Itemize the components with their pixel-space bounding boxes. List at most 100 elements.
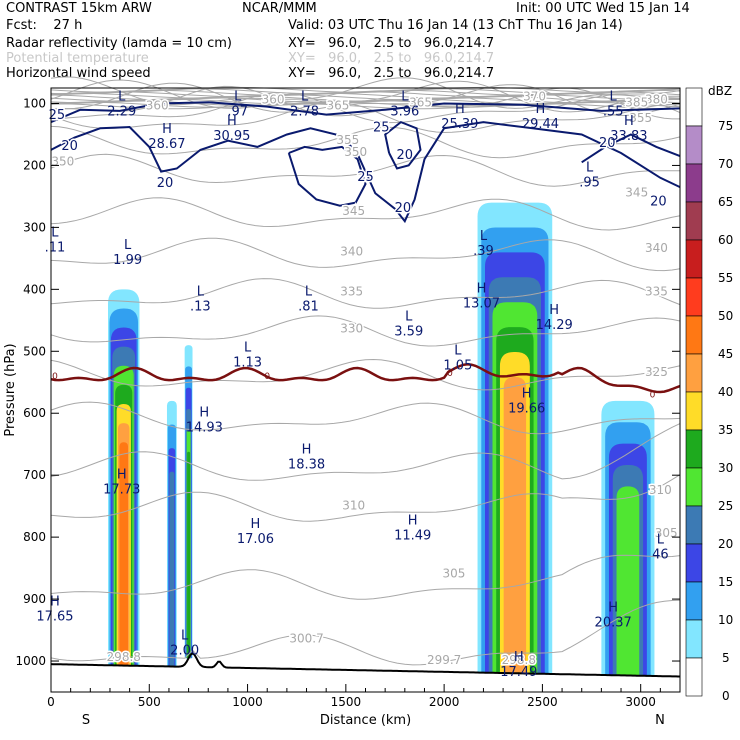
colorbar-swatch-14 <box>685 619 703 659</box>
colorbar-level-8: 35 <box>718 423 733 437</box>
theta-label-25: 298.8 <box>502 653 536 667</box>
extremum-value-12: 1.99 <box>113 253 142 268</box>
colorbar-swatch-6 <box>685 315 703 355</box>
extremum-value-27: 46 <box>652 547 669 562</box>
extremum-kind-9: H <box>227 114 237 129</box>
extremum-kind-18: H <box>549 303 559 318</box>
extremum-value-21: 19.66 <box>508 402 545 417</box>
extremum-kind-25: H <box>251 517 261 532</box>
theta-label-1: 360 <box>262 92 285 106</box>
extremum-value-31: 17.49 <box>500 665 537 680</box>
extremum-kind-26: H <box>408 514 418 529</box>
extremum-value-30: 2.00 <box>170 643 199 658</box>
theta-label-5: 380 <box>645 92 668 106</box>
theta-contour-11 <box>50 125 681 159</box>
extremum-value-16: 13.07 <box>463 296 500 311</box>
theta-label-18: 325 <box>645 365 668 379</box>
theta-label-16: 335 <box>645 285 668 299</box>
extremum-kind-27: L <box>657 532 665 547</box>
freezing-label-0: 0 <box>52 372 58 382</box>
wind-label-2: 20 <box>157 176 174 191</box>
theta-label-7: 355 <box>629 111 652 125</box>
extremum-kind-4: L <box>610 89 618 104</box>
colorbar-unit: dBZ <box>708 84 732 98</box>
extremum-kind-31: H <box>514 650 524 665</box>
theta-contour-0 <box>50 599 681 666</box>
extremum-kind-21: H <box>522 387 532 402</box>
y-tick-label-7: 800 <box>23 530 46 544</box>
title-center: NCAR/MMM <box>242 1 317 16</box>
extremum-kind-19: L <box>244 340 252 355</box>
colorbar-swatch-9 <box>685 429 703 469</box>
theta-label-4: 370 <box>523 89 546 103</box>
x-axis-label: Distance (km) <box>320 713 411 728</box>
freezing-layer <box>50 363 681 394</box>
colorbar-level-9: 30 <box>718 461 733 475</box>
extremum-kind-6: H <box>536 102 546 117</box>
y-axis-label: Pressure (hPa) <box>3 343 18 436</box>
colorbar-level-0: 75 <box>718 119 733 133</box>
colorbar-level-5: 50 <box>718 309 733 323</box>
theta-contour-6 <box>50 315 681 347</box>
colorbar-level-11: 20 <box>718 537 733 551</box>
x-tick-label-0: 0 <box>47 695 55 709</box>
extremum-kind-17: L <box>405 309 413 324</box>
theta-contour-17 <box>50 76 681 109</box>
extremum-kind-13: L <box>480 229 488 244</box>
wind-label-6: 20 <box>395 201 412 216</box>
colorbar-swatch-8 <box>685 391 703 431</box>
theta-label-13: 340 <box>340 244 363 258</box>
extremum-kind-29: H <box>608 600 618 615</box>
wind-contour-0 <box>50 101 681 124</box>
field1-xy: XY= 96.0, 2.5 to 96.0,214.7 <box>288 36 495 51</box>
extremum-kind-24: H <box>117 467 127 482</box>
colorbar-level-2: 65 <box>718 195 733 209</box>
y-tick-label-3: 400 <box>23 282 46 296</box>
endpoint-right: N <box>655 713 665 728</box>
colorbar-level-10: 25 <box>718 499 733 513</box>
extremum-kind-8: H <box>162 122 172 137</box>
reflectivity-cell-0-45 <box>119 442 129 666</box>
field2-name: Potential temperature <box>6 51 149 66</box>
init-time: Init: 00 UTC Wed 15 Jan 14 <box>516 1 690 16</box>
extremum-value-5: 25.39 <box>441 117 478 132</box>
wind-label-8: 20 <box>650 195 667 210</box>
extremum-value-17: 3.59 <box>394 324 423 339</box>
colorbar-level-13: 10 <box>718 613 733 627</box>
colorbar-level-6: 45 <box>718 347 733 361</box>
extremum-value-15: .81 <box>298 300 319 315</box>
reflectivity-cell-2-30 <box>187 451 191 659</box>
extremum-kind-23: H <box>302 442 312 457</box>
theta-label-11: 345 <box>342 204 365 218</box>
theta-label-15: 335 <box>340 285 363 299</box>
extremum-kind-5: H <box>455 102 465 117</box>
extremum-value-0: 2.29 <box>107 104 136 119</box>
extremum-value-28: 17.65 <box>36 609 73 624</box>
extremum-kind-10: L <box>586 161 594 176</box>
theta-contour-8 <box>50 237 681 272</box>
colorbar-level-4: 55 <box>718 271 733 285</box>
colorbar-swatch-3 <box>685 201 703 241</box>
theta-label-14: 340 <box>645 241 668 255</box>
extremum-kind-3: L <box>401 89 409 104</box>
theta-layer <box>50 76 681 666</box>
extremum-kind-30: L <box>181 628 189 643</box>
wind-label-4: 20 <box>397 148 414 163</box>
theta-contour-12 <box>50 101 681 134</box>
theta-label-17: 330 <box>340 322 363 336</box>
extremum-value-4: .55 <box>603 104 624 119</box>
y-tick-label-2: 300 <box>23 220 46 234</box>
freezing-label-2: 0 <box>447 369 453 379</box>
colorbar-swatch-0 <box>685 87 703 127</box>
extremum-kind-12: L <box>124 238 132 253</box>
colorbar-swatch-4 <box>685 239 703 279</box>
wind-contour-4 <box>581 133 681 164</box>
wind-label-7: 20 <box>599 136 616 151</box>
y-tick-label-6: 700 <box>23 468 46 482</box>
extremum-value-14: .13 <box>190 300 211 315</box>
field3-xy: XY= 96.0, 2.5 to 96.0,214.7 <box>288 66 495 81</box>
extremum-kind-16: H <box>477 281 487 296</box>
x-tick-label-2: 1000 <box>232 695 263 709</box>
forecast-hour: Fcst: 27 h <box>6 18 83 33</box>
theta-label-0: 360 <box>146 99 169 113</box>
